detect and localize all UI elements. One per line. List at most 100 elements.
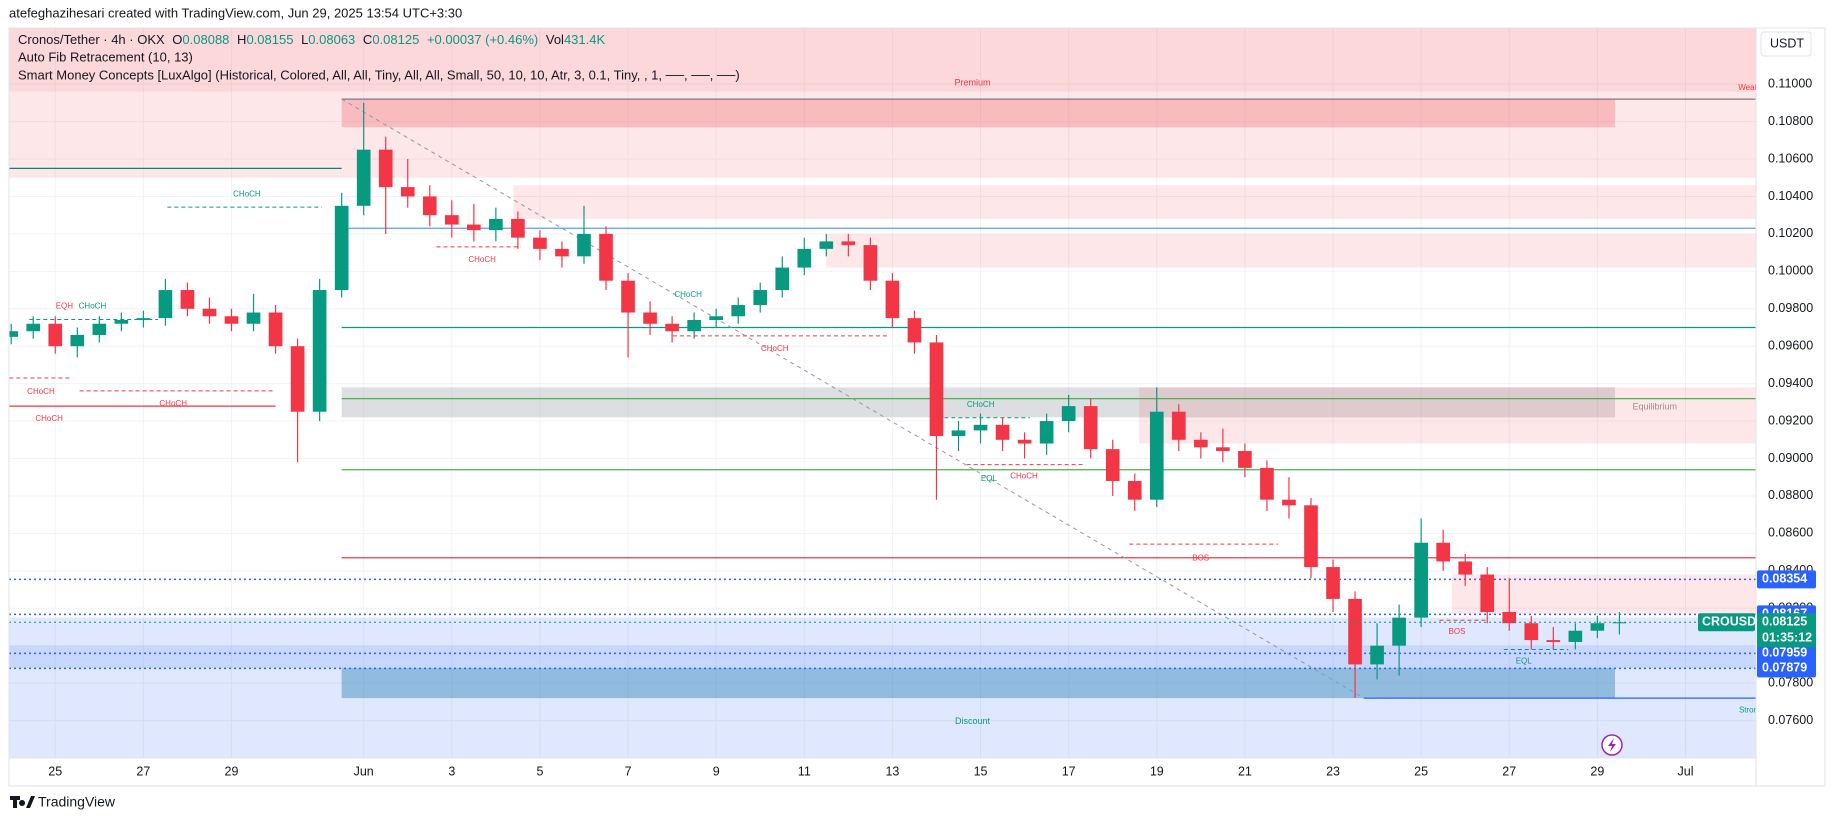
candle-body [1480,574,1495,612]
x-tick-label: 19 [1150,764,1164,778]
candle-body [1061,406,1076,422]
candle-body [1171,411,1186,440]
y-tick-label: 0.09200 [1768,413,1813,427]
volume: 431.4K [564,32,606,47]
annotation: Weak [1738,83,1759,92]
indicator-legend: Smart Money Concepts [LuxAlgo] (Historic… [18,67,740,82]
last-price-label: 0.08125 [1762,615,1807,629]
x-tick-label: 3 [448,764,455,778]
candle-body [224,316,239,324]
candle-body [334,205,349,291]
annotation: CHoCH [761,344,789,353]
zone [341,387,1616,418]
candle-body [973,424,988,431]
candle-body [1304,505,1318,568]
candle-body [819,241,834,249]
annotation: CHoCH [35,414,63,423]
price-tag-label: 0.08354 [1762,572,1807,586]
candle-body [1370,645,1384,665]
annotation: EQL [1516,656,1533,665]
x-tick-label: Jun [354,764,374,778]
candle-body [1127,480,1142,500]
y-tick-label: 0.10000 [1768,264,1813,278]
candle-body [268,312,283,347]
candle-body [158,290,173,319]
candle-body [444,215,459,225]
candle-body [885,280,900,319]
candle-body [26,323,41,332]
annotation: BOS [1449,627,1466,636]
candle-body [995,424,1010,440]
zone-label: Premium [954,77,990,87]
y-tick-label: 0.08600 [1768,526,1813,540]
candle-body [114,320,129,324]
annotation: CHoCH [1010,471,1038,480]
change: +0.00037 (+0.46%) [427,32,538,47]
candle-body [467,224,481,231]
last-price-tag [1757,613,1816,648]
candle-body [709,316,724,320]
candle-body [356,149,371,206]
ohlc-value: 0.08155 [246,32,293,47]
y-tick-label: 0.09800 [1768,301,1813,315]
x-tick-label: Jul [1678,764,1694,778]
candle-body [400,187,415,197]
x-tick-label: 15 [974,764,988,778]
alert-bolt [1608,738,1616,752]
x-tick-label: 23 [1326,764,1340,778]
fib-trendline [341,98,1365,699]
candle-body [621,280,635,313]
candle-body [731,305,746,317]
x-tick-label: 11 [798,764,811,778]
candle-body [1392,617,1406,646]
candle-body [1590,623,1605,631]
x-tick-label: 29 [1590,764,1604,778]
annotation: CHoCH [967,400,995,409]
ohlc-key: L [301,32,308,47]
annotation: EQL [981,474,998,483]
chart-border [8,27,1826,787]
zone [513,185,1756,219]
candle-body [489,218,503,231]
currency: USDT [1770,36,1804,50]
y-tick-label: 0.10600 [1768,151,1813,165]
y-tick-label: 0.09600 [1768,339,1813,353]
zone [9,617,1756,758]
candle-body [511,218,525,238]
y-tick-label: 0.09000 [1768,451,1813,465]
candle-body [1414,542,1428,618]
candle-body [907,318,922,343]
x-tick-label: 25 [48,764,62,778]
candle-body [9,331,19,337]
zone-label: Discount [955,716,991,726]
candle-body [312,290,327,412]
candle-body [533,237,547,249]
ohlc-key: H [237,32,246,47]
zone-label: Equilibrium [1633,401,1678,411]
candle-body [841,241,856,246]
x-tick-label: 13 [885,764,899,778]
price-tag [1757,570,1816,589]
candle-body [1238,451,1252,468]
x-tick-label: 21 [1238,764,1252,778]
candle-body [202,308,217,317]
brand: TradingView [38,794,116,810]
candle-body [1105,449,1120,481]
y-tick-label: 0.09400 [1768,376,1813,390]
zone [1451,574,1756,614]
candle-body [1458,561,1473,575]
candle-body [1017,439,1032,444]
candle-body [48,323,63,347]
candle-body [378,149,393,188]
candle-body [1502,612,1517,624]
zone [1139,387,1756,444]
symbol-tag-label: CROUSDT [1702,615,1764,629]
zone [826,233,1756,268]
candle-body [687,320,701,332]
currency-box[interactable] [1760,31,1812,57]
x-tick-label: 27 [1502,764,1516,778]
plot-area: Premium Equilibrium Discount CHoCH EQH CHoCH C… [9,28,1759,758]
byline: atefeghazihesari created with TradingVie… [9,5,462,20]
